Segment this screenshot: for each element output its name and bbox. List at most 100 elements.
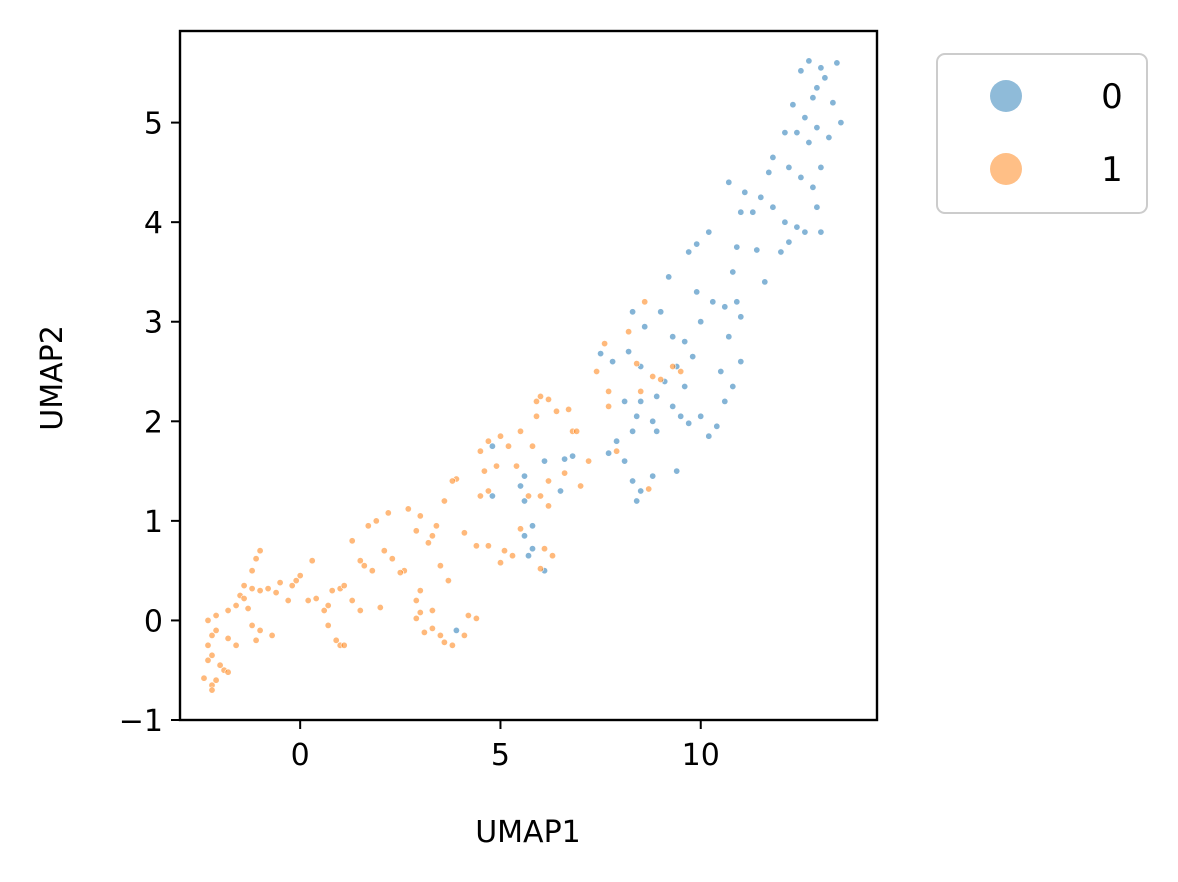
- scatter-point-series-1: [585, 457, 593, 465]
- scatter-point-series-1: [496, 432, 504, 440]
- scatter-point-series-1: [212, 611, 220, 619]
- scatter-point-series-0: [781, 218, 789, 226]
- scatter-point-series-0: [665, 273, 673, 281]
- scatter-point-series-1: [593, 367, 601, 375]
- scatter-point-series-0: [757, 193, 765, 201]
- scatter-point-series-1: [208, 651, 216, 659]
- scatter-point-series-0: [721, 397, 729, 405]
- scatter-point-series-1: [428, 606, 436, 614]
- scatter-point-series-1: [360, 562, 368, 570]
- scatter-point-series-1: [548, 552, 556, 560]
- scatter-point-series-1: [420, 628, 428, 636]
- scatter-point-series-1: [256, 547, 264, 555]
- scatter-point-series-1: [364, 522, 372, 530]
- scatter-point-series-1: [573, 427, 581, 435]
- y-axis-ticks: −1 0 1 2 3 4 5: [119, 107, 180, 739]
- scatter-point-series-1: [296, 572, 304, 580]
- scatter-point-series-1: [448, 641, 456, 649]
- scatter-point-series-1: [424, 539, 432, 547]
- scatter-point-series-1: [212, 626, 220, 634]
- scatter-point-series-1: [641, 298, 649, 306]
- scatter-point-series-0: [520, 497, 528, 505]
- scatter-point-series-1: [232, 641, 240, 649]
- legend-label-0: 0: [1101, 77, 1123, 117]
- scatter-point-series-1: [657, 375, 665, 383]
- scatter-point-series-0: [793, 129, 801, 137]
- scatter-point-series-1: [536, 565, 544, 573]
- scatter-point-series-0: [597, 350, 605, 358]
- scatter-point-series-1: [240, 594, 248, 602]
- scatter-point-series-1: [368, 567, 376, 575]
- scatter-point-series-1: [440, 638, 448, 646]
- scatter-point-series-0: [629, 477, 637, 485]
- scatter-point-series-1: [496, 559, 504, 567]
- scatter-point-series-1: [356, 557, 364, 565]
- y-tick-label: 2: [144, 405, 163, 440]
- scatter-point-series-1: [404, 505, 412, 513]
- scatter-point-series-1: [649, 372, 657, 380]
- scatter-point-series-0: [709, 298, 717, 306]
- legend-marker-0: [990, 80, 1022, 112]
- scatter-point-series-0: [725, 178, 733, 186]
- scatter-point-series-0: [813, 124, 821, 132]
- scatter-point-series-1: [625, 328, 633, 336]
- scatter-point-series-1: [208, 686, 216, 694]
- scatter-point-series-1: [204, 616, 212, 624]
- scatter-point-series-0: [641, 323, 649, 331]
- scatter-point-series-0: [765, 168, 773, 176]
- scatter-point-series-0: [797, 173, 805, 181]
- scatter-point-series-0: [633, 412, 641, 420]
- scatter-point-series-1: [224, 634, 232, 642]
- scatter-point-series-1: [416, 608, 424, 616]
- scatter-point-series-1: [348, 537, 356, 545]
- scatter-point-series-1: [645, 485, 653, 493]
- scatter-point-series-1: [516, 427, 524, 435]
- scatter-point-series-0: [516, 482, 524, 490]
- scatter-point-series-1: [320, 606, 328, 614]
- plot-frame: [178, 29, 879, 722]
- scatter-point-series-0: [797, 67, 805, 75]
- scatter-point-series-1: [637, 387, 645, 395]
- scatter-point-series-0: [813, 203, 821, 211]
- scatter-point-series-1: [212, 676, 220, 684]
- scatter-point-series-0: [649, 472, 657, 480]
- scatter-point-series-1: [304, 596, 312, 604]
- scatter-point-series-0: [697, 412, 705, 420]
- scatter-point-series-1: [561, 469, 569, 477]
- scatter-point-series-1: [516, 525, 524, 533]
- scatter-point-series-0: [697, 318, 705, 326]
- scatter-point-series-0: [685, 419, 693, 427]
- scatter-point-series-0: [713, 422, 721, 430]
- scatter-point-series-1: [565, 405, 573, 413]
- scatter-point-series-1: [268, 631, 276, 639]
- legend: 01: [936, 53, 1148, 214]
- legend-label-1: 1: [1101, 150, 1123, 190]
- scatter-point-series-0: [781, 129, 789, 137]
- scatter-point-series-1: [492, 462, 500, 470]
- scatter-point-series-1: [500, 547, 508, 555]
- scatter-point-series-1: [544, 395, 552, 403]
- scatter-point-series-0: [488, 492, 496, 500]
- scatter-point-series-1: [577, 482, 585, 490]
- scatter-point-series-0: [809, 94, 817, 102]
- scatter-point-series-1: [536, 392, 544, 400]
- scatter-point-series-1: [216, 661, 224, 669]
- scatter-point-series-0: [569, 452, 577, 460]
- scatter-point-series-1: [372, 517, 380, 525]
- scatter-point-series-0: [721, 303, 729, 311]
- scatter-point-series-1: [484, 437, 492, 445]
- y-tick-label: 4: [144, 206, 163, 241]
- scatter-point-series-1: [432, 522, 440, 530]
- points-layer: [200, 57, 845, 694]
- scatter-point-series-1: [396, 569, 404, 577]
- scatter-point-series-1: [264, 585, 272, 593]
- y-tick-label: 5: [144, 107, 163, 142]
- scatter-point-series-1: [448, 477, 456, 485]
- scatter-point-series-0: [733, 243, 741, 251]
- scatter-point-series-0: [629, 427, 637, 435]
- scatter-point-series-0: [829, 99, 837, 107]
- legend-box: [936, 53, 1148, 214]
- scatter-point-series-1: [532, 412, 540, 420]
- scatter-point-series-1: [272, 589, 280, 597]
